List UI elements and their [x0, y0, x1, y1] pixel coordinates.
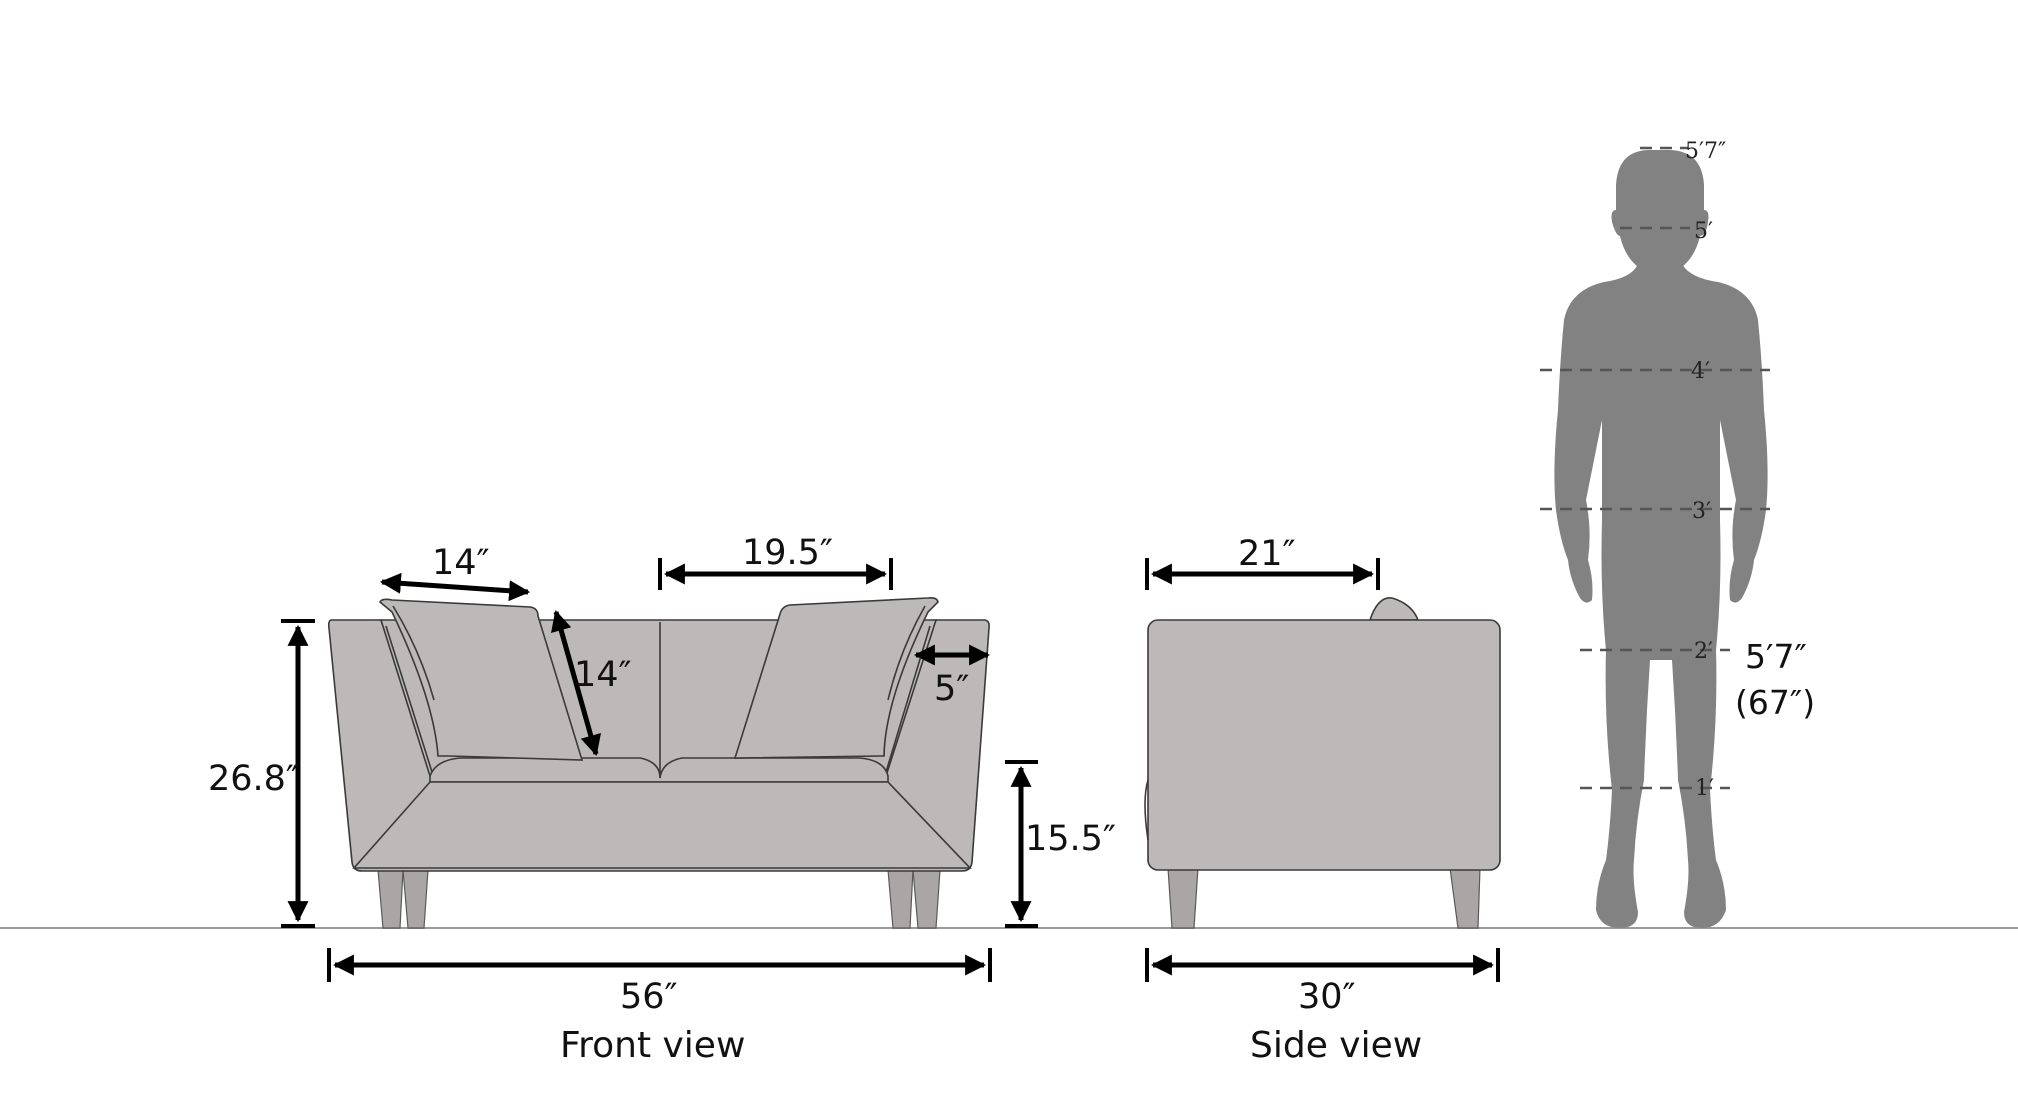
tick-label-1ft: 1′ — [1695, 776, 1714, 801]
dim-label-cushion-height: 14″ — [574, 655, 632, 695]
dim-label-overall-width: 56″ — [620, 977, 678, 1017]
tick-label-5ft7: 5′7″ — [1685, 139, 1726, 164]
tick-label-2ft: 2′ — [1694, 639, 1713, 664]
person-height-inches: (67″) — [1735, 683, 1815, 722]
front-leg-right-inner — [887, 869, 914, 929]
front-leg-left — [377, 869, 404, 929]
dim-label-seat-depth: 21″ — [1238, 534, 1296, 574]
front-pillow-right — [733, 597, 939, 759]
front-seat-front — [352, 781, 972, 869]
person-height-label: 5′7″ — [1745, 637, 1807, 676]
side-sofa-body — [1147, 619, 1501, 871]
tick-label-3ft: 3′ — [1692, 499, 1711, 524]
tick-label-4ft: 4′ — [1691, 359, 1710, 384]
person-head — [1611, 150, 1709, 272]
front-view-sofa — [327, 597, 990, 929]
side-leg-front — [1167, 867, 1199, 929]
side-leg-back — [1449, 867, 1481, 929]
side-view-caption: Side view — [1250, 1025, 1422, 1066]
person-body — [1554, 264, 1768, 928]
side-backrest-top — [1368, 597, 1420, 621]
dim-arrow-cushion-height — [551, 609, 601, 757]
front-leg-left-inner — [402, 869, 429, 929]
dim-arrow-cushion-width — [379, 572, 531, 602]
dim-label-seat-width: 19.5″ — [742, 533, 833, 573]
side-view-sofa — [1144, 597, 1501, 929]
dim-label-overall-height: 26.8″ — [208, 759, 299, 799]
tick-label-5ft: 5′ — [1694, 219, 1713, 244]
front-leg-right — [912, 869, 941, 929]
height-scale: 5′7″ 5′ 4′ 3′ 2′ 1′ — [1540, 139, 1770, 801]
person-silhouette — [1554, 150, 1768, 928]
dim-label-seat-height: 15.5″ — [1025, 819, 1116, 859]
dim-label-overall-depth: 30″ — [1298, 977, 1356, 1017]
dim-label-arm-width: 5″ — [934, 669, 969, 709]
front-view-caption: Front view — [560, 1025, 745, 1066]
dim-label-cushion-width: 14″ — [432, 543, 490, 583]
